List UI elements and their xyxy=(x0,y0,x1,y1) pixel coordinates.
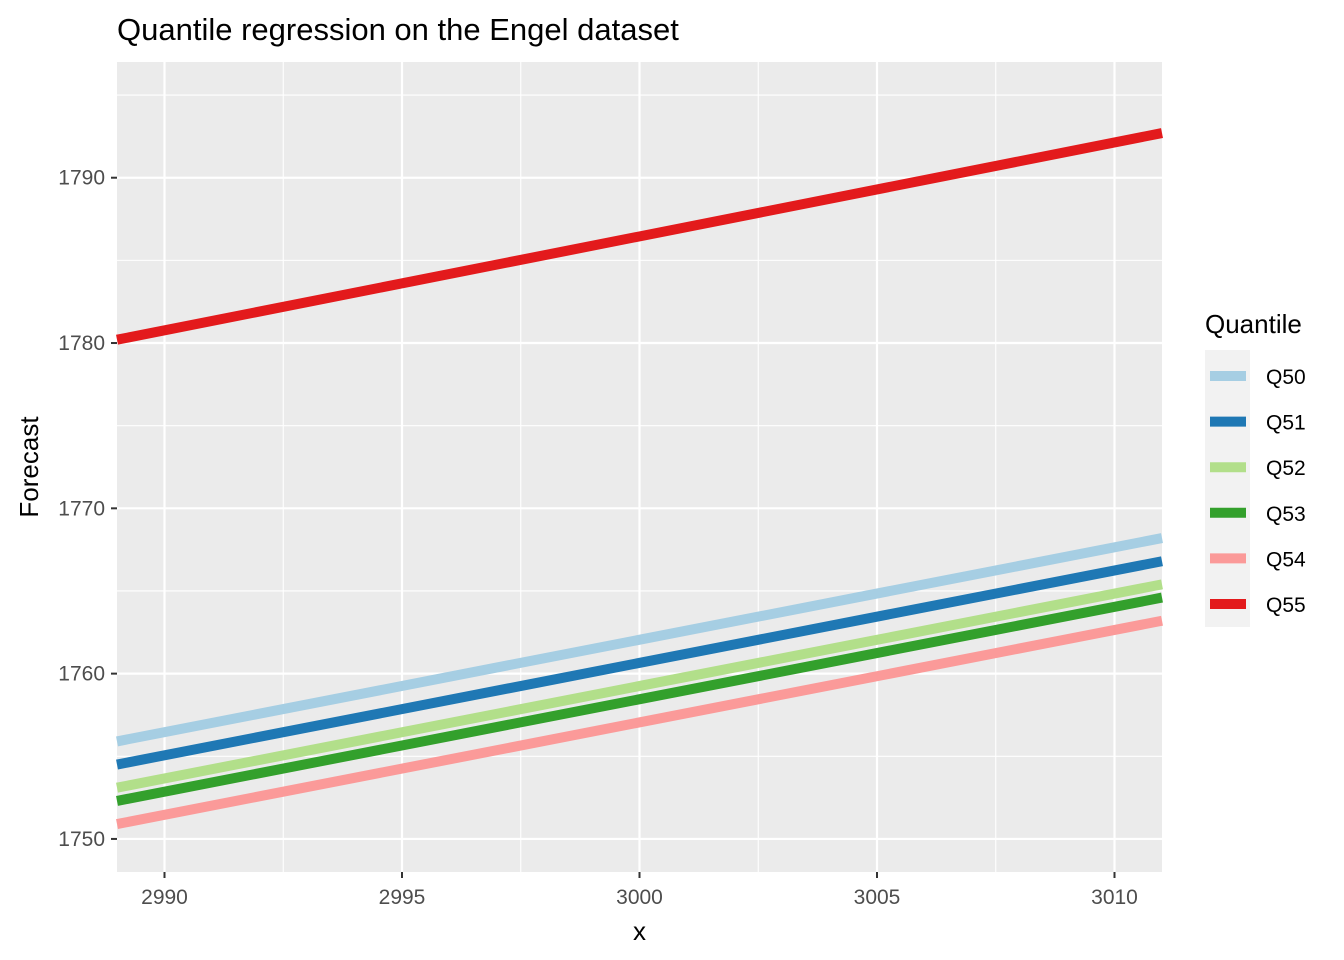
y-tick-label: 1750 xyxy=(58,828,105,851)
x-axis-title: x xyxy=(633,916,646,946)
series-line-q54 xyxy=(116,615,1163,829)
legend-label-q52: Q52 xyxy=(1266,457,1306,480)
y-axis-title: Forecast xyxy=(14,416,44,518)
series-line-q55 xyxy=(116,128,1163,345)
x-tick-label: 3005 xyxy=(854,886,901,909)
y-tick-label: 1770 xyxy=(58,497,105,520)
legend-title: Quantile xyxy=(1205,309,1302,339)
series-lines xyxy=(116,128,1163,829)
chart-title: Quantile regression on the Engel dataset xyxy=(117,12,679,47)
legend-label-q50: Q50 xyxy=(1266,366,1306,389)
x-tick-label: 2990 xyxy=(141,886,188,909)
legend-label-q55: Q55 xyxy=(1266,594,1306,617)
x-tick-label: 3010 xyxy=(1091,886,1138,909)
y-tick-label: 1780 xyxy=(58,332,105,355)
y-axis: 1750 1760 1770 1780 1790 xyxy=(58,167,117,851)
series-line-q52 xyxy=(116,579,1163,793)
legend: Quantile Q50 Q51 Q52 Q53 Q54 Q55 xyxy=(1205,309,1306,627)
legend-key-background xyxy=(1205,350,1250,627)
legend-label-q53: Q53 xyxy=(1266,503,1306,526)
series-line-q53 xyxy=(116,592,1163,806)
y-tick-label: 1790 xyxy=(58,167,105,190)
y-tick-label: 1760 xyxy=(58,663,105,686)
x-tick-label: 2995 xyxy=(379,886,426,909)
legend-label-q51: Q51 xyxy=(1266,412,1306,435)
x-tick-label: 3000 xyxy=(616,886,663,909)
legend-label-q54: Q54 xyxy=(1266,548,1306,571)
series-line-q50 xyxy=(116,533,1163,747)
x-axis: 2990 2995 3000 3005 3010 xyxy=(141,872,1138,909)
series-line-q51 xyxy=(116,556,1163,770)
